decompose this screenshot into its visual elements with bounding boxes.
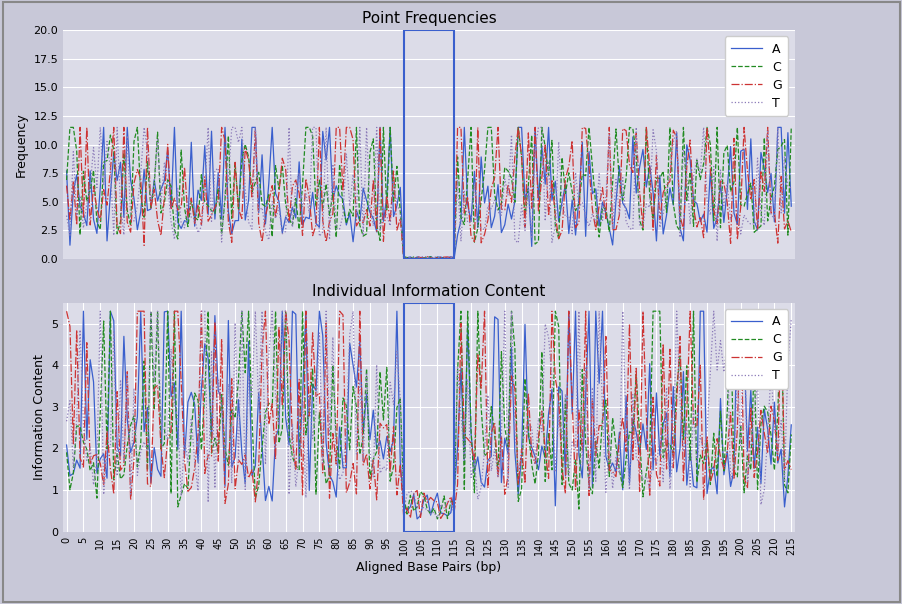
C bbox=[681, 362, 692, 370]
Bar bbox=[403, 30, 454, 259]
Line: A: A bbox=[67, 311, 790, 519]
T bbox=[435, 255, 446, 262]
A bbox=[485, 224, 496, 231]
T bbox=[226, 480, 237, 487]
C bbox=[226, 214, 237, 222]
C bbox=[479, 167, 490, 174]
C bbox=[61, 176, 72, 184]
A bbox=[226, 230, 237, 237]
A bbox=[479, 199, 490, 207]
C bbox=[623, 428, 634, 435]
A bbox=[411, 515, 422, 522]
T bbox=[246, 225, 257, 233]
C bbox=[64, 124, 75, 131]
T bbox=[246, 391, 257, 399]
Line: T: T bbox=[67, 311, 790, 518]
T bbox=[485, 467, 496, 475]
A bbox=[226, 463, 237, 471]
T bbox=[61, 417, 72, 425]
Legend: A, C, G, T: A, C, G, T bbox=[724, 309, 787, 388]
A bbox=[479, 483, 490, 490]
A bbox=[623, 480, 634, 487]
G bbox=[620, 448, 630, 455]
G bbox=[475, 385, 486, 392]
A bbox=[785, 421, 796, 428]
A bbox=[246, 124, 257, 131]
C bbox=[404, 255, 415, 262]
A bbox=[78, 307, 88, 315]
T bbox=[95, 307, 106, 315]
Y-axis label: Frequency: Frequency bbox=[15, 112, 28, 177]
C bbox=[785, 431, 796, 438]
T bbox=[681, 422, 692, 429]
G bbox=[226, 239, 237, 246]
A bbox=[246, 472, 257, 480]
T bbox=[785, 184, 796, 191]
C bbox=[681, 197, 692, 204]
C bbox=[485, 403, 496, 410]
C bbox=[431, 515, 442, 522]
Line: T: T bbox=[67, 127, 790, 259]
G bbox=[75, 124, 86, 131]
G bbox=[482, 484, 492, 492]
A bbox=[623, 215, 634, 222]
G bbox=[681, 164, 692, 171]
C bbox=[246, 414, 257, 421]
G bbox=[479, 231, 490, 238]
A bbox=[61, 442, 72, 449]
C bbox=[479, 452, 490, 460]
Line: C: C bbox=[67, 311, 790, 519]
Title: Point Frequencies: Point Frequencies bbox=[361, 11, 496, 26]
T bbox=[785, 315, 796, 323]
A bbox=[428, 255, 439, 262]
C bbox=[623, 124, 634, 131]
Line: C: C bbox=[67, 127, 790, 259]
T bbox=[95, 124, 106, 131]
A bbox=[61, 167, 72, 175]
Line: G: G bbox=[67, 127, 790, 259]
T bbox=[479, 447, 490, 454]
A bbox=[785, 202, 796, 210]
A bbox=[681, 141, 692, 149]
T bbox=[61, 212, 72, 219]
C bbox=[246, 188, 257, 196]
Legend: A, C, G, T: A, C, G, T bbox=[724, 36, 787, 116]
T bbox=[431, 514, 442, 521]
G bbox=[623, 161, 634, 168]
C bbox=[785, 124, 796, 131]
Y-axis label: Information Content: Information Content bbox=[32, 355, 46, 480]
G bbox=[485, 185, 496, 192]
A bbox=[98, 124, 109, 131]
G bbox=[677, 477, 688, 484]
G bbox=[243, 474, 253, 481]
G bbox=[435, 515, 446, 522]
Line: A: A bbox=[67, 127, 790, 259]
T bbox=[623, 225, 634, 232]
G bbox=[246, 193, 257, 201]
T bbox=[485, 205, 496, 213]
C bbox=[485, 124, 496, 131]
T bbox=[623, 486, 634, 493]
T bbox=[479, 226, 490, 233]
G bbox=[408, 255, 419, 262]
Bar bbox=[403, 303, 454, 532]
G bbox=[61, 307, 72, 315]
Line: G: G bbox=[67, 311, 790, 518]
G bbox=[223, 480, 234, 487]
G bbox=[785, 466, 796, 473]
A bbox=[681, 481, 692, 489]
Title: Individual Information Content: Individual Information Content bbox=[312, 284, 545, 299]
G bbox=[61, 182, 72, 189]
T bbox=[226, 124, 237, 131]
C bbox=[61, 449, 72, 456]
T bbox=[681, 170, 692, 177]
C bbox=[105, 307, 115, 315]
A bbox=[485, 452, 496, 460]
C bbox=[226, 406, 237, 414]
X-axis label: Aligned Base Pairs (bp): Aligned Base Pairs (bp) bbox=[356, 561, 501, 574]
G bbox=[785, 228, 796, 236]
